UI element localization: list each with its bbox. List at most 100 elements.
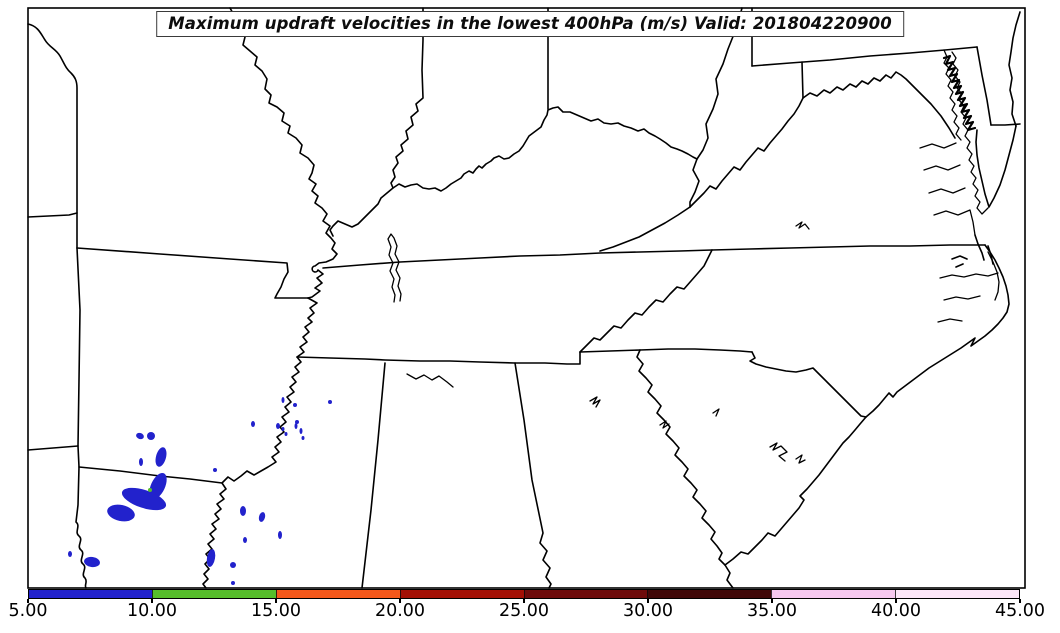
colorbar-tick-label: 45.00 xyxy=(994,601,1046,621)
carolina-sounds xyxy=(937,251,1000,323)
updraft-patch xyxy=(68,551,72,557)
smith-mountain-lake xyxy=(795,221,810,230)
mississippi-river-upper xyxy=(229,7,338,299)
colorbar-tick-label: 35.00 xyxy=(746,601,798,621)
updraft-patch xyxy=(148,488,152,492)
mason-dixon-line xyxy=(751,46,978,67)
updraft-patch xyxy=(281,427,285,431)
updraft-patch xyxy=(281,397,285,403)
arkansas-louisiana-border xyxy=(78,466,223,484)
ohio-river xyxy=(392,106,698,192)
potomac-river xyxy=(802,71,956,139)
colorbar-segment-20-25 xyxy=(399,590,524,598)
updraft-patch xyxy=(230,562,236,568)
updraft-patch xyxy=(107,504,135,522)
colorbar-tick-label: 5.00 xyxy=(8,601,48,621)
georgia-coast xyxy=(724,564,734,589)
bigsandy-kentucky-westvirginia-border xyxy=(689,158,700,208)
colorbar-tick xyxy=(895,599,897,603)
mississippi-river-lower xyxy=(202,297,318,589)
delaware-bay-coast xyxy=(1008,11,1021,127)
colorbar-tick-label: 10.00 xyxy=(126,601,178,621)
updraft-patch xyxy=(84,556,100,568)
colorbar-segment-40-45 xyxy=(895,590,1019,598)
updraft-patch xyxy=(155,447,167,467)
alabama-mississippi-border xyxy=(361,362,386,589)
kentucky-tennessee-virginia-northcarolina-line xyxy=(322,244,986,269)
colorbar-tick xyxy=(399,599,401,603)
updraft-patch xyxy=(206,549,216,567)
colorbar-tick-label: 30.00 xyxy=(622,601,674,621)
westvirginia-virginia-border xyxy=(689,97,804,208)
updraft-patch xyxy=(278,531,282,539)
northcarolina-southcarolina-border xyxy=(749,351,867,418)
kentucky-virginia-border xyxy=(599,206,691,252)
southcarolina-coast xyxy=(724,416,867,566)
oklahoma-arkansas-texas-line xyxy=(75,247,87,589)
colorbar-segment-15-20 xyxy=(275,590,400,598)
colorbar-tick xyxy=(1019,599,1021,603)
colorbar-segment-35-40 xyxy=(771,590,896,598)
colorbar-tick xyxy=(27,599,29,603)
colorbar-tick xyxy=(647,599,649,603)
colorbar-tick-label: 15.00 xyxy=(250,601,302,621)
colorbar-tick xyxy=(151,599,153,603)
texas-red-river-stub xyxy=(27,445,79,451)
colorbar-segment-25-30 xyxy=(523,590,648,598)
updraft-patch xyxy=(243,537,247,543)
kansas-oklahoma-border xyxy=(27,212,78,218)
plot-title: Maximum updraft velocities in the lowest… xyxy=(168,14,892,33)
updraft-patch xyxy=(299,428,303,434)
illinois-indiana-wabash-border xyxy=(329,7,424,237)
georgia-alabama-border xyxy=(514,362,552,589)
maryland-west-border xyxy=(801,61,804,99)
colorbar-tick-label: 25.00 xyxy=(498,601,550,621)
updraft-patch xyxy=(147,432,155,440)
colorbar-tick-label: 40.00 xyxy=(870,601,922,621)
colorbar-tick xyxy=(771,599,773,603)
colorbar-tick-label: 20.00 xyxy=(374,601,426,621)
colorbar-segment-10-15 xyxy=(151,590,276,598)
northcarolina-tennessee-border xyxy=(579,249,713,353)
colorbar-tick xyxy=(523,599,525,603)
virginia-coast xyxy=(951,234,994,268)
missouri-arkansas-border xyxy=(76,247,309,299)
plot-title-box: Maximum updraft velocities in the lowest… xyxy=(156,11,904,37)
updraft-patch xyxy=(258,512,266,522)
colorbar-tick xyxy=(275,599,277,603)
updraft-patch xyxy=(121,487,167,511)
state-borders xyxy=(27,7,1021,589)
updraft-patch xyxy=(276,423,280,429)
updraft-patch xyxy=(136,432,144,440)
delmarva-atlantic-coast xyxy=(975,125,1017,208)
updraft-patch xyxy=(294,423,298,429)
outer-banks-coast xyxy=(865,244,1010,418)
updraft-patch xyxy=(293,403,297,407)
updraft-patch xyxy=(284,432,288,436)
updraft-patch xyxy=(231,581,235,585)
updraft-patch xyxy=(328,400,332,404)
updraft-patch xyxy=(301,436,305,440)
chesapeake-upper-bay-inlets xyxy=(942,54,977,132)
tennessee-river xyxy=(406,373,454,388)
updraft-patch xyxy=(251,421,255,427)
map-frame xyxy=(27,7,1026,589)
carolina-lakes xyxy=(589,396,806,464)
savannah-river-border xyxy=(636,349,726,566)
colorbar-segment-30-35 xyxy=(647,590,772,598)
missouri-river-west-border xyxy=(27,23,78,249)
updraft-patch xyxy=(149,472,167,500)
kentucky-lake xyxy=(387,233,402,303)
virginia-tidewater-inlets xyxy=(919,142,976,236)
tennessee-georgia-border xyxy=(579,348,753,353)
colorbar-segment-5-10 xyxy=(29,590,152,598)
maryland-delaware-border xyxy=(976,46,992,126)
tennessee-southern-border xyxy=(296,351,581,365)
updraft-patches xyxy=(68,397,332,585)
updraft-patch xyxy=(213,468,217,472)
updraft-patch xyxy=(240,506,246,516)
colorbar xyxy=(28,589,1020,599)
updraft-patch xyxy=(139,458,143,466)
